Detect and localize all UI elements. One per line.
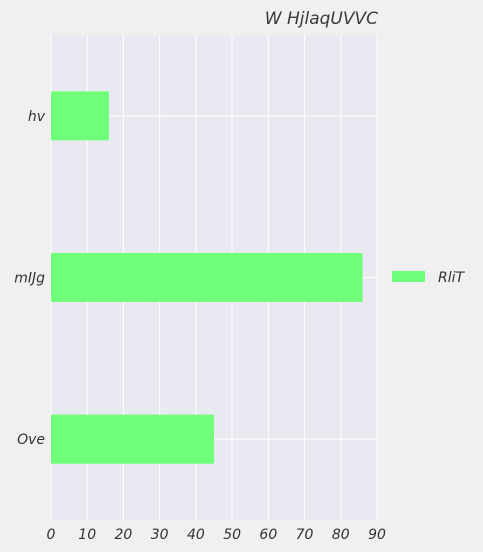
x-axis-tick-labels: 0 10 20 30 40 50 60 70 80 90 (47, 527, 386, 543)
x-tick-label: 30 (151, 527, 169, 543)
legend: RliT (392, 270, 466, 286)
y-tick-label: Ove (17, 432, 45, 448)
x-tick-label: 40 (187, 527, 205, 543)
x-tick-label: 50 (223, 527, 241, 543)
legend-swatch-rlit (392, 271, 425, 282)
y-axis-tick-labels: hv mIJg Ove (14, 109, 45, 448)
bars (51, 91, 363, 464)
x-tick-label: 80 (332, 527, 350, 543)
legend-label-rlit: RliT (438, 270, 466, 286)
chart-title: W HjlaqUVVC (265, 9, 378, 29)
x-tick-label: 60 (259, 527, 277, 543)
y-tick-label: mIJg (14, 271, 45, 287)
x-tick-label: 20 (115, 527, 133, 543)
x-tick-label: 90 (368, 527, 386, 543)
x-tick-label: 0 (47, 527, 56, 543)
bar-ove (51, 414, 214, 464)
bar-hv (51, 91, 109, 141)
bar-mijg (51, 253, 363, 302)
x-tick-label: 10 (78, 527, 96, 543)
x-tick-label: 70 (296, 527, 314, 543)
y-tick-label: hv (28, 109, 46, 125)
